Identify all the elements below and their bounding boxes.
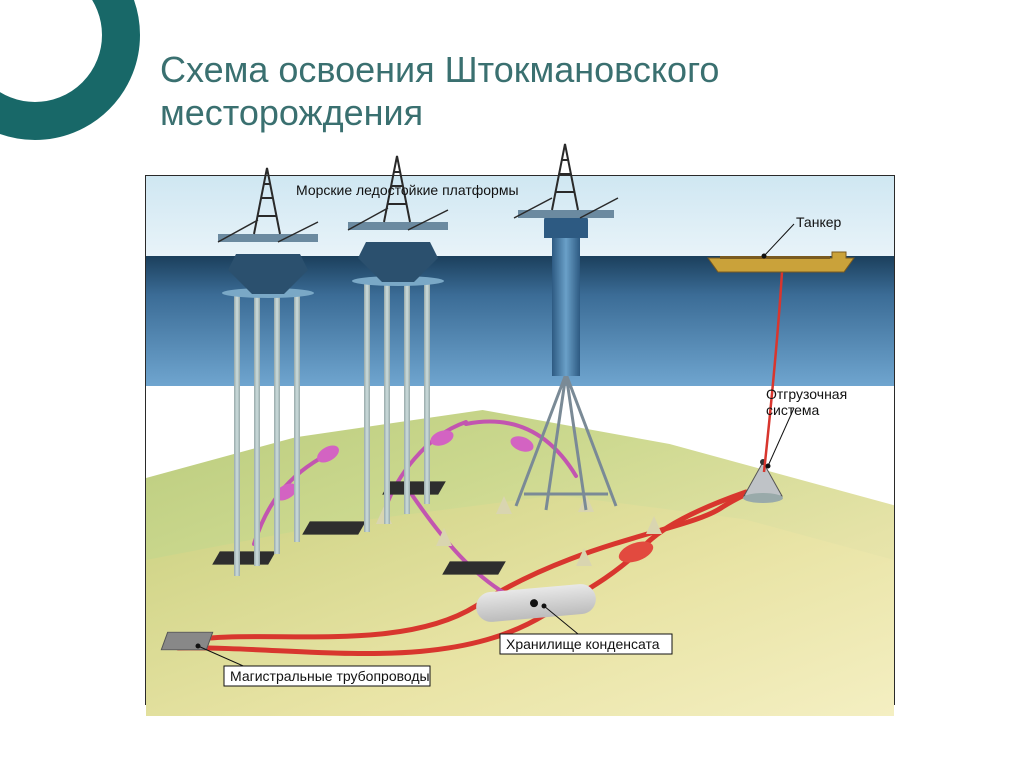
- slide-corner-ornament: [0, 0, 140, 140]
- callout-lines: [146, 176, 896, 706]
- title-line-2: месторождения: [160, 92, 423, 133]
- label-condensate: Хранилище конденсата: [506, 636, 660, 652]
- label-trunk: Магистральные трубопроводы: [230, 668, 430, 684]
- title-line-1: Схема освоения Штокмановского: [160, 49, 719, 90]
- diagram-canvas: Морские ледостойкие платформы Танкер Отг…: [145, 175, 895, 705]
- label-offloading-text: Отгрузочная система: [766, 386, 876, 418]
- slide-title: Схема освоения Штокмановского месторожде…: [160, 48, 719, 134]
- label-offloading: Отгрузочная система: [766, 386, 876, 418]
